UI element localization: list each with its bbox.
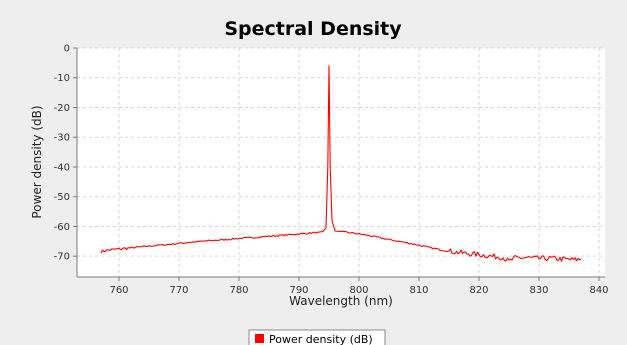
legend-box (248, 329, 386, 345)
series-line-0 (100, 65, 582, 262)
y-tick-label-7: -70 (54, 252, 70, 263)
x-tick-labels: 760 770 780 790 800 810 820 830 840 (109, 277, 609, 296)
legend-swatch (255, 334, 264, 343)
x-tick-label-3: 790 (289, 285, 308, 296)
x-tick-label-0: 760 (109, 285, 128, 296)
x-tick-label-8: 840 (589, 285, 608, 296)
x-tick-label-6: 820 (469, 285, 488, 296)
legend: Power density (dB) (248, 329, 386, 345)
y-axis-label: Power density (dB) (30, 105, 44, 218)
y-tick-label-5: -50 (54, 192, 70, 203)
y-tick-label-1: -10 (54, 73, 70, 84)
x-tick-label-5: 810 (409, 285, 428, 296)
y-tick-labels: 0 -10 -20 -30 -40 -50 -60 -70 (54, 44, 77, 263)
chart-title: Spectral Density (224, 18, 402, 40)
y-tick-label-4: -40 (54, 162, 70, 173)
series-lines (100, 65, 582, 262)
y-tick-label-3: -30 (54, 133, 70, 144)
axes (76, 48, 605, 278)
y-tick-label-0: 0 (64, 44, 70, 55)
legend-label: Power density (dB) (269, 333, 373, 345)
y-tick-label-6: -60 (54, 222, 70, 233)
x-tick-label-7: 830 (529, 285, 548, 296)
plot-area (77, 48, 605, 277)
x-tick-label-4: 800 (349, 285, 368, 296)
x-tick-label-2: 780 (229, 285, 248, 296)
x-tick-label-1: 770 (169, 285, 188, 296)
x-axis-label: Wavelength (nm) (289, 294, 393, 308)
y-tick-label-2: -20 (54, 103, 70, 114)
